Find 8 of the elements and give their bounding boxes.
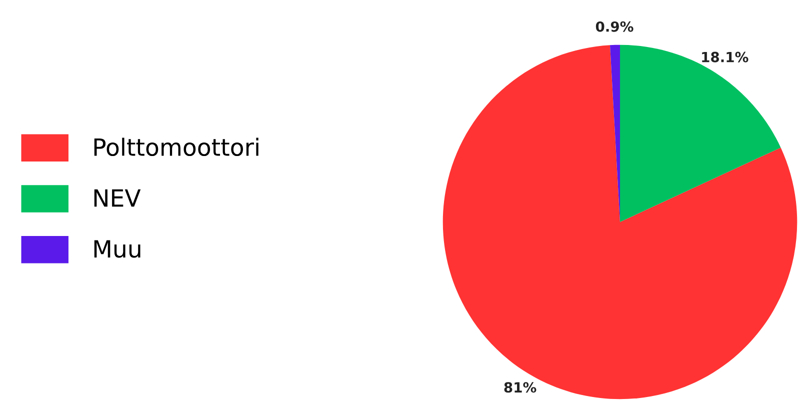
pie-slice	[620, 44, 781, 222]
legend-label: NEV	[94, 189, 141, 207]
data-label: 81%	[504, 382, 536, 393]
data-label: 0.9%	[596, 21, 634, 32]
pie-slice	[442, 45, 798, 400]
data-label: 18.1%	[702, 52, 748, 62]
legend-label: Muu	[94, 240, 140, 258]
legend-label: Polttomoottori	[94, 138, 258, 156]
